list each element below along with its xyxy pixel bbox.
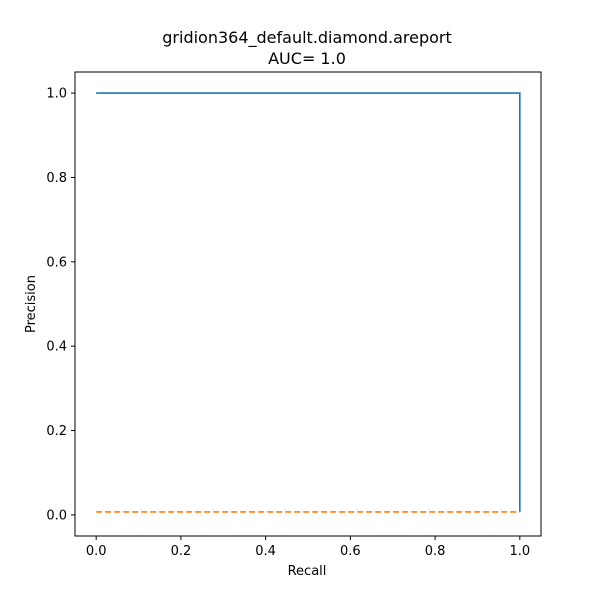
y-axis-ticks: 0.0 0.2 0.4 0.6 0.8 1.0	[46, 87, 75, 523]
x-tick-label: 0.8	[425, 544, 446, 559]
y-tick-label: 0.8	[46, 171, 67, 186]
axes-frame	[74, 71, 542, 537]
x-axis-label: Recall	[288, 564, 327, 579]
x-tick-label: 1.0	[509, 544, 530, 559]
y-tick-label: 0.0	[46, 508, 67, 523]
series-layer	[96, 92, 521, 513]
y-tick-label: 0.6	[46, 255, 67, 270]
chart-subtitle: AUC= 1.0	[268, 49, 346, 68]
x-tick-label: 0.2	[171, 544, 192, 559]
x-tick-label: 0.0	[86, 544, 107, 559]
y-tick-label: 1.0	[46, 87, 67, 102]
y-tick-label: 0.4	[46, 340, 67, 355]
x-axis-ticks: 0.0 0.2 0.4 0.6 0.8 1.0	[86, 536, 530, 559]
series-line-precision-recall-curve	[96, 92, 521, 512]
x-tick-label: 0.6	[340, 544, 361, 559]
chart-title: gridion364_default.diamond.areport	[162, 28, 451, 48]
y-axis-label: Precision	[24, 275, 39, 333]
y-tick-label: 0.2	[46, 424, 67, 439]
plot-area	[74, 71, 542, 537]
x-tick-label: 0.4	[255, 544, 276, 559]
